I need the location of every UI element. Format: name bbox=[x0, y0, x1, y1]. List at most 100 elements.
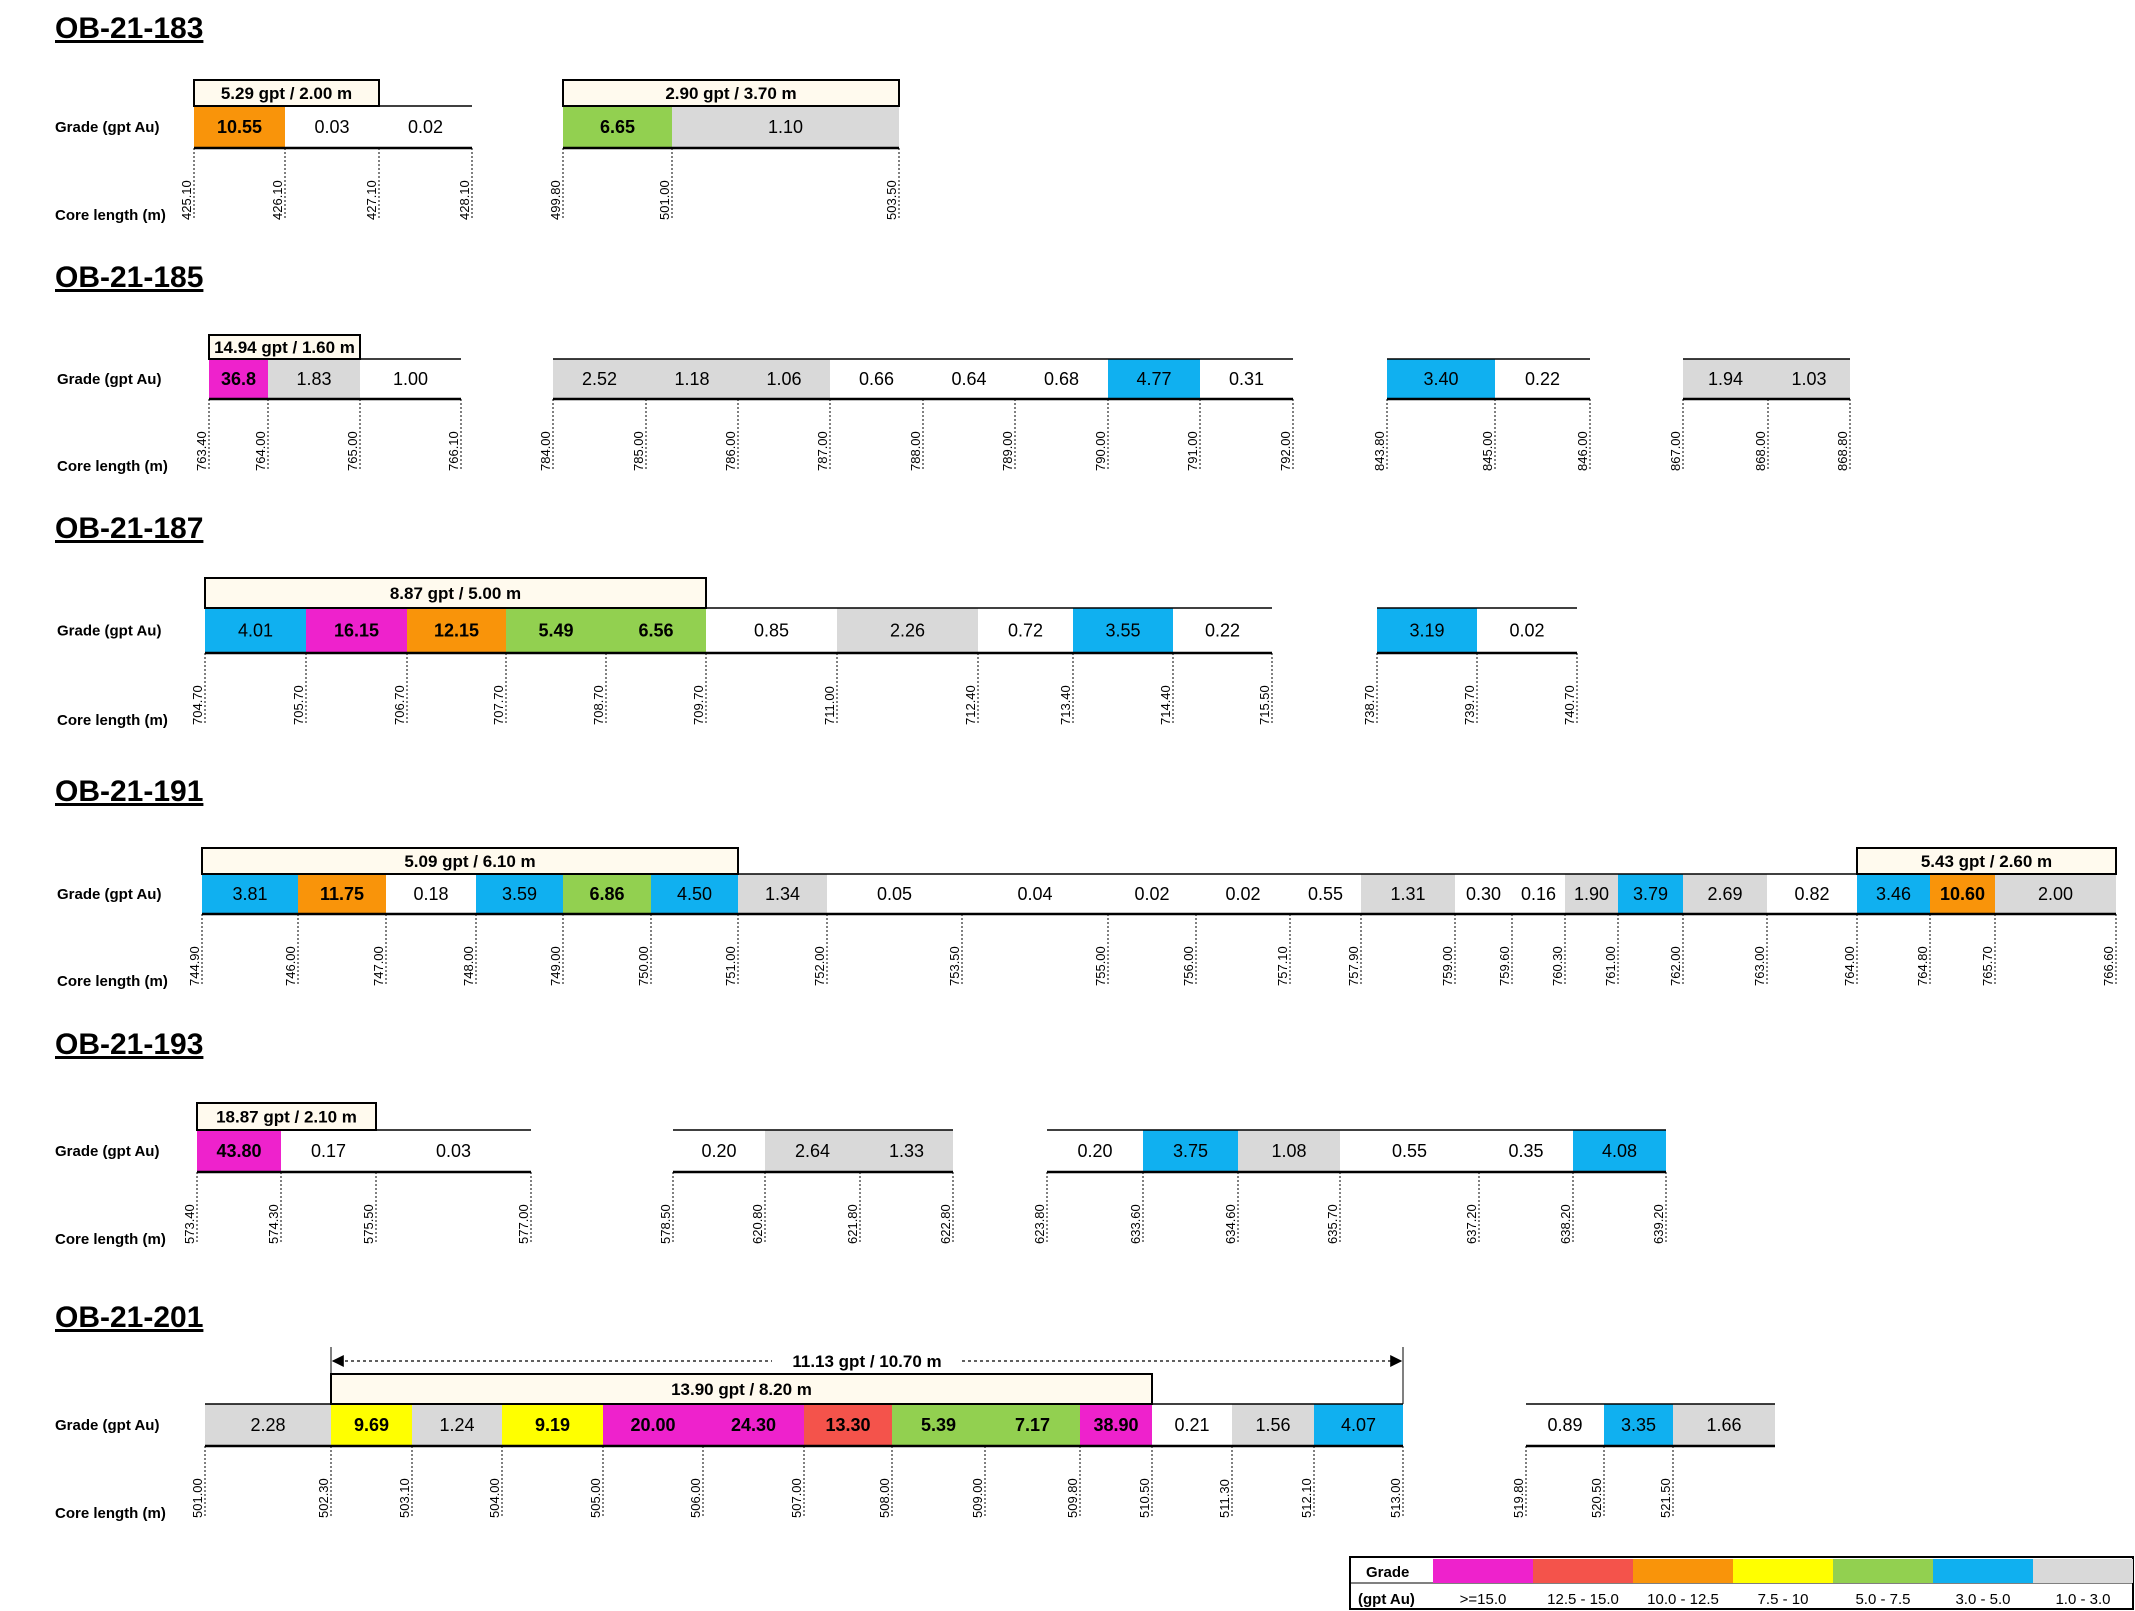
hole-title: OB-21-187 bbox=[55, 512, 203, 545]
depth-label: 519.80 bbox=[1511, 1478, 1526, 1518]
grade-cell bbox=[205, 1404, 331, 1446]
grade-cell bbox=[646, 359, 738, 399]
grade-value: 4.07 bbox=[1341, 1415, 1376, 1435]
depth-label: 766.60 bbox=[2101, 946, 2116, 986]
grade-cell bbox=[892, 1404, 985, 1446]
grade-cell bbox=[202, 874, 298, 914]
legend-swatch bbox=[1833, 1559, 1933, 1583]
core-segment: 1.94 1.03 867.00 868.00 868.80 bbox=[1668, 358, 1851, 471]
depth-label: 764.00 bbox=[253, 431, 268, 471]
grade-value: 1.90 bbox=[1574, 884, 1609, 904]
hole-block: OB-21-187 Grade (gpt Au) Core length (m) 4.… bbox=[55, 512, 1578, 729]
depth-label: 763.40 bbox=[194, 431, 209, 471]
grade-value: 36.8 bbox=[221, 369, 256, 389]
grade-cell bbox=[412, 1404, 502, 1446]
grade-cell bbox=[672, 106, 899, 148]
grade-value: 0.35 bbox=[1508, 1141, 1543, 1161]
grade-cell bbox=[1143, 1130, 1238, 1172]
depth-label: 511.30 bbox=[1217, 1479, 1232, 1518]
grade-value: 0.20 bbox=[701, 1141, 736, 1161]
depth-label: 868.80 bbox=[1835, 431, 1850, 471]
composite-interval-label: 2.90 gpt / 3.70 m bbox=[665, 84, 796, 103]
depth-label: 573.40 bbox=[182, 1204, 197, 1244]
core-segment: 2.28 9.69 1.24 9.19 20.00 24.30 13.30 5.39 7.17 3… bbox=[190, 1403, 1404, 1518]
depth-label: 705.70 bbox=[291, 685, 306, 725]
legend-swatch bbox=[2033, 1559, 2133, 1583]
grade-value: 0.16 bbox=[1521, 884, 1556, 904]
depth-label: 501.00 bbox=[190, 1478, 205, 1518]
legend-label: >=15.0 bbox=[1460, 1591, 1507, 1608]
grade-value: 0.22 bbox=[1525, 369, 1560, 389]
grade-value: 0.02 bbox=[1134, 884, 1169, 904]
grade-cell bbox=[506, 608, 606, 653]
grade-cell bbox=[386, 874, 476, 914]
grade-cell bbox=[603, 1404, 703, 1446]
grade-cell bbox=[285, 106, 379, 148]
composite-interval-label: 8.87 gpt / 5.00 m bbox=[390, 584, 521, 603]
grade-cell bbox=[830, 359, 923, 399]
depth-label: 755.00 bbox=[1093, 946, 1108, 986]
core-segment: 0.20 3.75 1.08 0.55 0.35 4.08 623.80 633.60 634.… bbox=[1032, 1129, 1667, 1244]
grade-legend: Grade (gpt Au) >=15.0 12.5 - 15.0 10.0 - 12.… bbox=[1349, 1556, 2134, 1610]
grade-cell bbox=[360, 359, 461, 399]
core-segment: 3.19 0.02 738.70 739.70 740.70 bbox=[1362, 607, 1578, 725]
grade-value: 4.08 bbox=[1602, 1141, 1637, 1161]
grade-value: 12.15 bbox=[434, 621, 479, 641]
grade-value: 3.55 bbox=[1105, 621, 1140, 641]
grade-value: 0.02 bbox=[408, 117, 443, 137]
legend-swatch bbox=[1733, 1559, 1833, 1583]
depth-label: 428.10 bbox=[457, 180, 472, 220]
depth-label: 638.20 bbox=[1558, 1204, 1573, 1244]
grade-value: 3.19 bbox=[1409, 621, 1444, 641]
grade-value: 3.79 bbox=[1633, 884, 1668, 904]
grade-value: 0.89 bbox=[1547, 1415, 1582, 1435]
grade-value: 0.55 bbox=[1308, 884, 1343, 904]
grade-value: 1.00 bbox=[393, 369, 428, 389]
grade-cell bbox=[376, 1130, 531, 1172]
core-length-row-label: Core length (m) bbox=[57, 458, 168, 475]
grade-cell bbox=[1477, 608, 1577, 653]
composite-interval-label: 13.90 gpt / 8.20 m bbox=[671, 1380, 812, 1399]
legend-swatch bbox=[1433, 1559, 1533, 1583]
grade-value: 4.01 bbox=[238, 621, 273, 641]
depth-label: 713.40 bbox=[1058, 685, 1073, 725]
grade-cell bbox=[738, 359, 830, 399]
grade-value: 43.80 bbox=[216, 1141, 261, 1161]
depth-label: 513.00 bbox=[1388, 1478, 1403, 1518]
depth-label: 752.00 bbox=[812, 946, 827, 986]
composite-interval-label: 5.09 gpt / 6.10 m bbox=[404, 852, 535, 871]
grade-value: 1.94 bbox=[1708, 369, 1743, 389]
composite-interval-box bbox=[196, 1102, 377, 1131]
grade-cell bbox=[923, 359, 1015, 399]
grade-cell bbox=[1455, 874, 1512, 914]
grade-cell bbox=[1314, 1404, 1403, 1446]
grade-cell bbox=[298, 874, 386, 914]
grade-value: 0.66 bbox=[859, 369, 894, 389]
grade-cell bbox=[606, 608, 706, 653]
core-segment: 4.01 16.15 12.15 5.49 6.56 0.85 2.26 0.72 3.55 0.… bbox=[190, 607, 1273, 725]
composite-interval-box bbox=[204, 577, 707, 609]
grade-value: 0.64 bbox=[951, 369, 986, 389]
depth-label: 766.10 bbox=[446, 431, 461, 471]
grade-cell bbox=[1196, 874, 1290, 914]
grade-cell bbox=[706, 608, 837, 653]
core-length-row-label: Core length (m) bbox=[57, 712, 168, 729]
depth-label: 750.00 bbox=[636, 946, 651, 986]
grade-row-label: Grade (gpt Au) bbox=[55, 1417, 159, 1434]
grade-value: 2.64 bbox=[795, 1141, 830, 1161]
grade-value: 9.19 bbox=[535, 1415, 570, 1435]
composite-interval-label: 5.43 gpt / 2.60 m bbox=[1921, 852, 2052, 871]
grade-cell bbox=[268, 359, 360, 399]
depth-label: 707.70 bbox=[491, 685, 506, 725]
grade-row-label: Grade (gpt Au) bbox=[55, 1143, 159, 1160]
grade-value: 1.24 bbox=[439, 1415, 474, 1435]
depth-label: 427.10 bbox=[364, 180, 379, 220]
depth-label: 786.00 bbox=[723, 431, 738, 471]
grade-value: 1.03 bbox=[1791, 369, 1826, 389]
depth-label: 509.00 bbox=[970, 1478, 985, 1518]
depth-label: 715.50 bbox=[1257, 685, 1272, 725]
grade-value: 13.30 bbox=[825, 1415, 870, 1435]
grade-value: 1.06 bbox=[766, 369, 801, 389]
grade-value: 0.21 bbox=[1174, 1415, 1209, 1435]
grade-value: 2.52 bbox=[582, 369, 617, 389]
